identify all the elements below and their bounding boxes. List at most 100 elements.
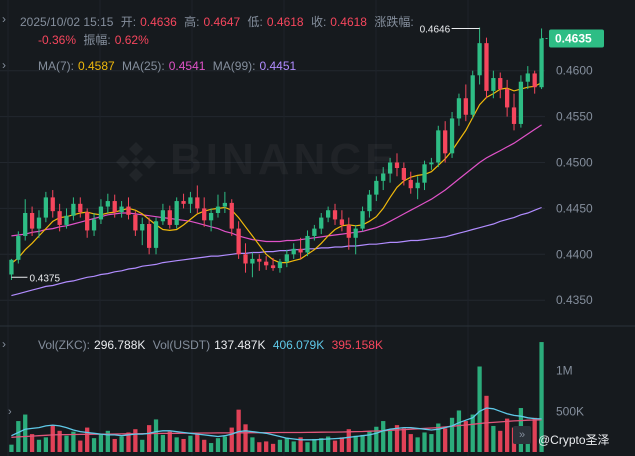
candle-down [346,224,351,238]
scroll-to-latest-button[interactable]: » [513,426,531,444]
price-tick-label: 0.4500 [556,156,593,170]
volume-info-row: Vol(ZKC): 296.788K Vol(USDT) 137.487K 406.… [38,338,387,352]
low-label: 低: [247,15,263,29]
volume-bar [112,438,117,452]
vol-toggle-chevron-icon[interactable]: › [2,337,6,351]
volume-bar [463,421,468,452]
candle-up [291,248,296,255]
price-axis: 0.4600 0.4550 0.4500 0.4450 0.4400 0.4350 1M 50… [556,64,593,419]
candle-up [153,221,159,248]
candle-up [16,235,21,260]
candle-down [532,73,537,88]
candle-up [23,212,28,236]
candle-up [222,202,227,207]
volume-bar [456,410,462,452]
candle-down [126,206,131,215]
price-tick-label: 0.4550 [556,110,593,124]
collapse-chevron-icon[interactable]: › [2,12,6,26]
binance-logo-icon [116,142,156,182]
candle-down [147,224,152,248]
scroll-left-chevron-icon[interactable]: › [8,406,12,418]
volume-bar [153,419,159,452]
volume-bar [305,442,310,452]
volume-bar [326,436,331,452]
price-tick-label: 0.4350 [556,293,593,307]
candle-up [208,212,214,221]
volume-bar [202,439,207,452]
volume-bar [381,421,386,452]
volume-bar [319,438,324,452]
volume-bar [401,428,406,452]
ohlc-info-row: 2025/10/02 15:15 开: 0.4636 高: 0.4647 低: 0.4… [20,13,418,30]
vol-ma2-value: 395.158K [331,338,383,352]
credit-label: @Crypto圣泽 [538,433,610,447]
candle-down [229,202,234,229]
candle-down [257,258,262,262]
volume-bar [167,431,172,452]
candle-down [394,162,400,169]
high-value: 0.4647 [203,15,241,29]
volume-bar [23,414,28,452]
volume-bar [98,434,104,452]
candle-up [140,224,145,231]
candle-up [374,180,379,195]
candle-up [71,203,76,216]
candle-up [312,228,317,236]
volume-bar [264,441,269,452]
open-value: 0.4636 [140,15,177,29]
volume-bar [491,425,496,452]
watermark: BINANCE [170,135,398,185]
candle-down [243,254,248,264]
volume-bar [208,443,214,452]
volume-bar [250,437,255,452]
candle-down [332,210,338,220]
candle-up [422,164,427,183]
candle-up [518,81,524,124]
vol-ma1-value: 406.079K [272,338,325,352]
volume-bar [105,430,110,452]
close-label: 收: [310,15,327,29]
volume-bar [147,425,152,452]
candle-down [505,89,510,108]
ma99-line [11,206,542,297]
candle-up [387,162,393,174]
volume-bar [539,342,544,452]
price-markers: 0.4635 0.4646 0.4375 [11,24,604,284]
candle-down [85,212,90,231]
volume-bar [443,428,448,452]
volume-bar [64,435,69,452]
volume-tick-label: 500K [556,404,584,418]
high-label: 高: [184,15,200,29]
candle-up [491,78,496,91]
change-label: 涨跌幅: [374,15,414,29]
ma-toggle-chevron-icon[interactable]: › [2,58,6,72]
ma99-label: MA(99): [212,59,256,73]
volume-bar [71,431,76,452]
candle-up [105,201,110,207]
open-label: 开: [120,15,137,29]
volume-bar [36,439,42,452]
volume-bar [415,437,420,452]
volume-bar [422,432,427,452]
candle-up [277,261,283,269]
price-tick-label: 0.4600 [556,64,593,78]
ma25-label: MA(25): [122,59,165,73]
candle-up [449,118,455,154]
candle-up [525,73,530,82]
volume-bar [367,431,372,452]
volume-bar [119,436,124,452]
vol-ma1-line [11,407,542,441]
vol-usdt-value: 137.487K [214,338,266,352]
price-tick-label: 0.4450 [556,201,593,215]
volume-bar [133,429,138,452]
volume-bar [532,417,537,452]
candle-up [360,211,365,229]
volume-bar [57,430,62,452]
candle-down [408,179,413,189]
candle-up [436,130,441,163]
candle-down [78,203,83,213]
candle-up [174,201,179,225]
candle-up [284,254,289,262]
